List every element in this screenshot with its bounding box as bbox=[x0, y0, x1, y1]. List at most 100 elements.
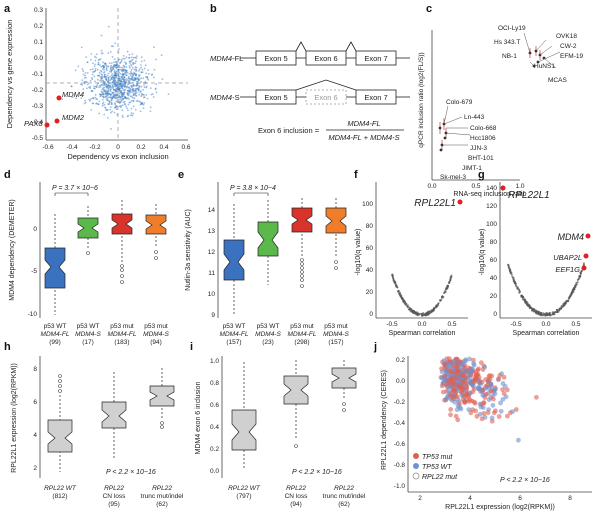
panel-a-point bbox=[93, 87, 96, 90]
j-point-tp53-mut bbox=[451, 394, 457, 400]
a-ylabel: Dependency vs gene expression bbox=[5, 20, 14, 129]
j-point-tp53-wt bbox=[463, 368, 469, 374]
panel-a-point bbox=[127, 83, 129, 86]
panel-a-point bbox=[155, 91, 158, 94]
volcano-point bbox=[398, 292, 401, 295]
j-point-tp53-mut bbox=[513, 407, 519, 412]
panel-a-point bbox=[145, 72, 147, 75]
panel-a-point bbox=[104, 106, 106, 109]
panel-a-point bbox=[110, 86, 113, 89]
panel-h: h RPL22L1 expression (log2(RPKM)) 8 6 4 … bbox=[4, 341, 184, 508]
panel-a-point bbox=[118, 89, 121, 92]
volcano-point bbox=[524, 299, 526, 302]
panel-a-point bbox=[130, 72, 132, 75]
panel-a-point bbox=[93, 85, 95, 88]
j-point-tp53-mut bbox=[483, 377, 488, 382]
panel-a-point bbox=[119, 106, 122, 109]
panel-a-point bbox=[134, 66, 137, 68]
panel-a-point bbox=[105, 91, 107, 94]
panel-a-point-mdm4 bbox=[56, 95, 62, 101]
volcano-point bbox=[401, 297, 404, 300]
panel-a-point bbox=[135, 55, 138, 57]
panel-a-point bbox=[118, 71, 120, 74]
volcano-point bbox=[430, 310, 433, 313]
e-ytick-3: 11 bbox=[208, 270, 215, 277]
isoform-s-name: MDM4-S bbox=[210, 93, 240, 102]
panel-a-point bbox=[121, 73, 124, 76]
a-ytick-5: -0.2 bbox=[32, 87, 44, 94]
panel-a-point bbox=[110, 62, 113, 64]
j-point-tp53-mut bbox=[453, 413, 459, 419]
volcano-point bbox=[548, 312, 551, 315]
panel-a-point bbox=[109, 96, 112, 99]
panel-a-point bbox=[130, 56, 133, 59]
panel-a-point bbox=[115, 89, 117, 92]
panel-i-label: i bbox=[190, 341, 193, 353]
g-ytick-5: 40 bbox=[490, 275, 498, 282]
panel-a-point bbox=[142, 107, 145, 109]
j-point-tp53-wt bbox=[488, 381, 494, 387]
e-ytick-1: 13 bbox=[208, 228, 216, 235]
panel-a-point bbox=[132, 92, 135, 95]
panel-a-point bbox=[91, 90, 94, 93]
panel-a-point bbox=[143, 102, 146, 104]
panel-a-point bbox=[127, 77, 130, 79]
panel-a-point bbox=[89, 99, 91, 102]
j-point-tp53-mut bbox=[496, 414, 502, 419]
panel-a-point bbox=[92, 62, 94, 65]
j-point-tp53-mut bbox=[456, 368, 462, 374]
c-cell-14: JIMT-1 bbox=[462, 165, 482, 172]
c-cell-10: Colo-668 bbox=[470, 125, 497, 132]
j-point-tp53-wt bbox=[458, 406, 464, 412]
j-legend-label-1: TP53 WT bbox=[422, 464, 452, 471]
panel-a-point bbox=[130, 114, 132, 117]
panel-a-point bbox=[100, 94, 103, 96]
volcano-point bbox=[546, 314, 549, 317]
panel-a-point bbox=[140, 92, 143, 95]
panel-a-point bbox=[115, 72, 118, 75]
panel-a-point bbox=[120, 60, 123, 63]
j-point-tp53-wt bbox=[482, 414, 488, 420]
h-ytick-3: 2 bbox=[33, 465, 37, 472]
volcano-point bbox=[531, 309, 534, 312]
panel-a-point bbox=[121, 104, 124, 107]
a-ytick-6: -0.3 bbox=[32, 103, 44, 110]
panel-a-point bbox=[152, 96, 155, 98]
f-highlight-label: RPL22L1 bbox=[414, 198, 456, 209]
d-box-2 bbox=[111, 213, 133, 235]
panel-a-point bbox=[98, 74, 100, 77]
j-point-tp53-wt bbox=[441, 358, 447, 363]
panel-a-point bbox=[135, 100, 138, 102]
panel-a-point bbox=[118, 83, 120, 85]
panel-a-point bbox=[84, 74, 86, 77]
panel-a-point bbox=[107, 80, 110, 83]
panel-a-point bbox=[131, 67, 134, 69]
c-cell-12: JJN-3 bbox=[470, 145, 487, 152]
volcano-point bbox=[571, 290, 574, 293]
volcano-point bbox=[518, 291, 521, 294]
panel-a-point bbox=[83, 102, 86, 105]
f-ytick-1: 80 bbox=[366, 223, 374, 230]
panel-a-point bbox=[122, 64, 125, 67]
panel-a-point bbox=[107, 25, 110, 28]
panel-a-point bbox=[112, 76, 115, 79]
j-legend-label-2: RPL22 mut bbox=[422, 474, 458, 481]
j-point-tp53-wt bbox=[477, 380, 483, 386]
panel-a-point bbox=[119, 62, 121, 65]
volcano-point bbox=[421, 313, 424, 315]
e-ytick-4: 10 bbox=[208, 291, 216, 298]
panel-a-point bbox=[141, 68, 144, 71]
panel-a-point bbox=[128, 65, 131, 67]
panel-a-point bbox=[71, 96, 74, 99]
panel-a-point bbox=[134, 91, 137, 94]
panel-a-point bbox=[98, 112, 101, 115]
c-xtick-1: 0.5 bbox=[471, 183, 480, 190]
h-g1-l2: CN loss bbox=[103, 493, 127, 500]
panel-a-point bbox=[70, 85, 73, 88]
a-xtick-6: 0.6 bbox=[181, 144, 190, 151]
volcano-point bbox=[540, 312, 543, 315]
panel-a-point bbox=[140, 81, 143, 83]
panel-a-point bbox=[127, 86, 130, 89]
panel-a-point bbox=[118, 80, 121, 82]
panel-a-point bbox=[99, 76, 102, 78]
